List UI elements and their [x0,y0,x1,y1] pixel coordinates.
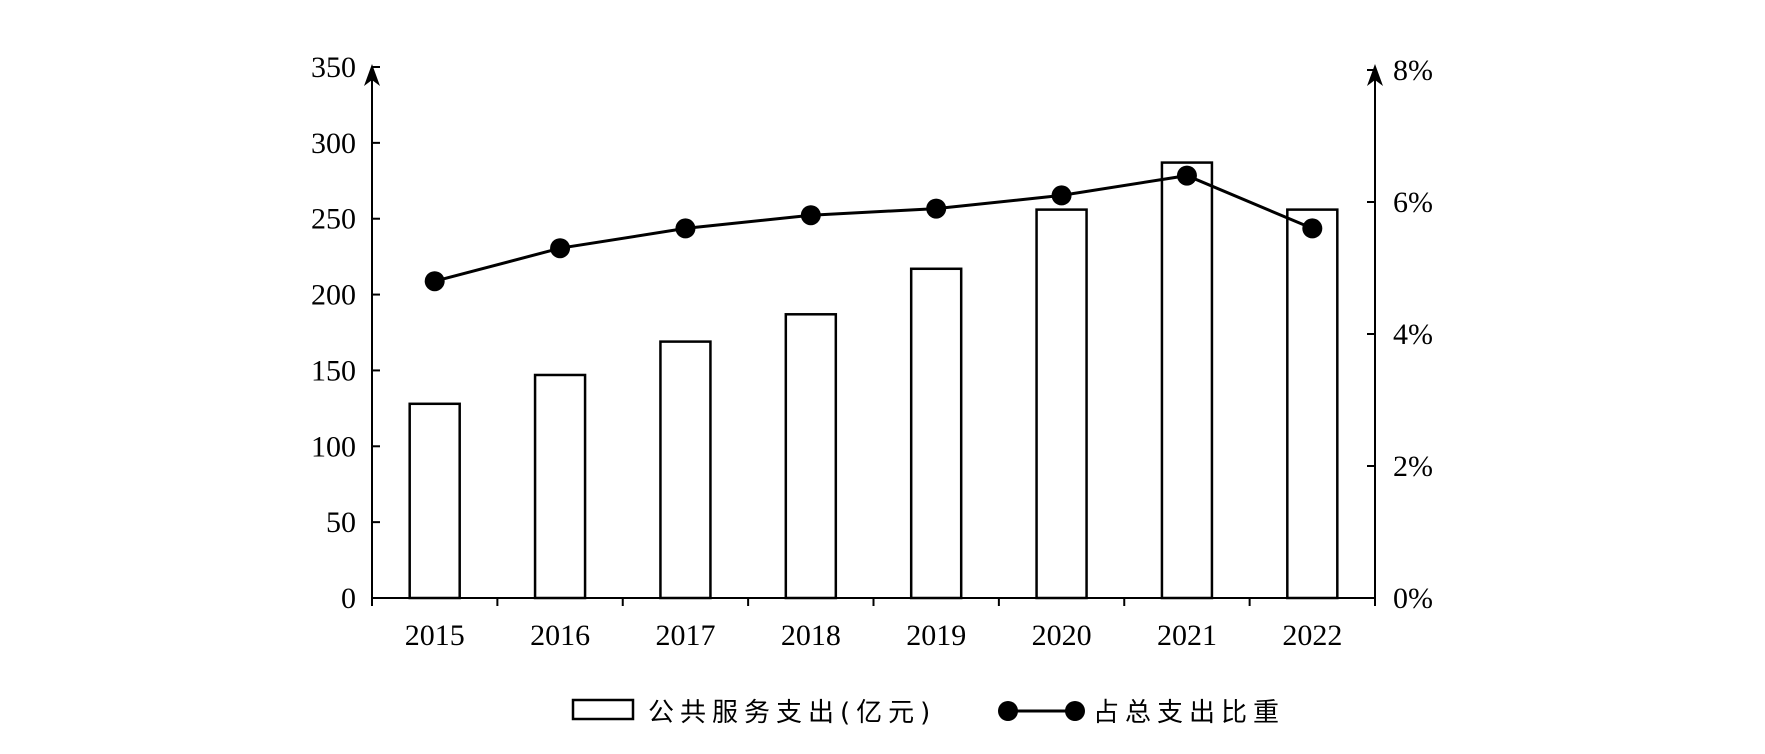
x-tick-label: 2019 [906,619,966,652]
x-tick-label: 2016 [530,619,590,652]
right-axis-ticks: 0% 2% 4% 6% 8% [1367,54,1433,615]
x-tick-label: 2018 [781,619,841,652]
bar [909,267,963,600]
line-point [800,205,821,226]
bar [784,313,838,600]
bar [1160,161,1214,600]
right-tick-label: 8% [1393,54,1433,87]
legend-bar-swatch [571,698,635,721]
line-series [424,165,1323,292]
x-tick-label: 2020 [1032,619,1092,652]
right-axis-arrow [1367,64,1383,86]
left-tick-label: 0 [341,582,356,615]
left-tick-label: 200 [311,279,356,312]
left-tick-label: 100 [311,430,356,463]
line-point [675,218,696,239]
left-tick-label: 50 [326,506,356,539]
legend-line-label: 占总支出比重 [1093,698,1285,728]
left-axis-ticks: 0 50 100 150 200 250 300 350 [311,51,380,615]
left-tick-label: 350 [311,51,356,84]
legend: 公共服务支出(亿元) 占总支出比重 [571,698,1285,728]
right-tick-label: 6% [1393,186,1433,219]
legend-bar-label: 公共服务支出(亿元) [648,698,936,728]
x-tick-label: 2017 [655,619,715,652]
legend-line-dot-left [998,701,1018,721]
bar [659,340,712,600]
bar [533,373,587,600]
right-tick-label: 4% [1393,318,1433,351]
line-point [926,198,947,219]
x-axis-ticks: 2015 2016 2017 2018 2019 2020 2021 2022 [371,598,1376,652]
line-point [1176,165,1197,186]
line-point [424,271,445,292]
left-tick-label: 150 [311,354,356,387]
bar [1286,208,1339,600]
left-tick-label: 300 [311,127,356,160]
right-tick-label: 0% [1393,582,1433,615]
legend-line-dot-right [1065,701,1085,721]
left-tick-label: 250 [311,203,356,236]
bar [408,402,461,600]
bar-series [408,161,1339,600]
line-point [550,238,571,259]
left-axis-arrow [364,64,380,86]
axes [364,64,1383,599]
x-tick-label: 2021 [1157,619,1217,652]
x-tick-label: 2022 [1282,619,1342,652]
line-point [1051,185,1072,206]
line-point [1302,218,1323,239]
right-tick-label: 2% [1393,450,1433,483]
bar [1035,208,1088,600]
x-tick-label: 2015 [405,619,465,652]
share-line [434,174,1313,283]
